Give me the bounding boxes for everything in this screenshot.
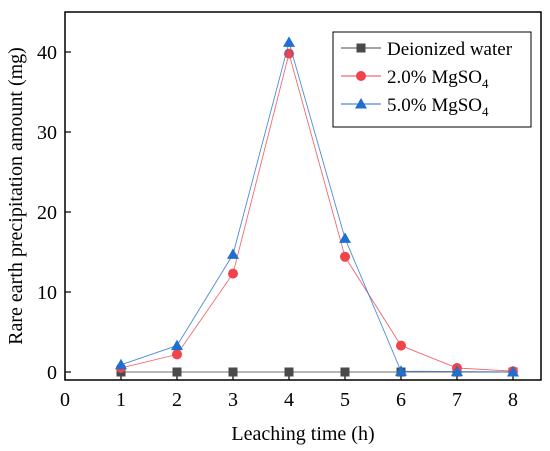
x-tick-label: 4	[284, 389, 294, 411]
data-point-triangle	[339, 232, 351, 243]
data-point-square	[228, 367, 238, 377]
data-point-triangle	[395, 365, 407, 376]
y-tick-label: 30	[37, 122, 57, 144]
data-point-square	[284, 367, 294, 377]
data-point-triangle	[171, 339, 183, 351]
data-point-square	[356, 43, 366, 53]
legend-label: Deionized water	[387, 39, 513, 60]
y-tick-label: 10	[37, 282, 57, 304]
series-layer	[115, 36, 519, 377]
data-point-square	[172, 367, 182, 377]
data-point-triangle	[283, 36, 295, 47]
x-tick-label: 8	[508, 389, 518, 411]
data-point-triangle	[227, 248, 239, 259]
data-point-triangle	[507, 366, 519, 377]
series-3	[115, 36, 519, 377]
y-tick-label: 40	[37, 42, 57, 64]
x-axis-label: Leaching time (h)	[231, 423, 374, 445]
x-tick-label: 5	[340, 389, 350, 411]
legend-label: 5.0% MgSO4	[387, 95, 489, 119]
plot-frame	[64, 11, 542, 381]
y-tick-label: 0	[47, 362, 57, 384]
data-point-triangle	[115, 358, 127, 370]
x-tick-label: 7	[452, 389, 462, 411]
data-point-circle	[172, 349, 182, 360]
y-tick-label: 20	[37, 202, 57, 224]
data-point-triangle	[355, 98, 367, 109]
x-tick-label: 3	[228, 389, 238, 411]
legend-item-2: 2.0% MgSO4	[341, 67, 489, 91]
x-axis: 0 1 2 3 4 5 6 7 8	[60, 374, 518, 411]
data-point-circle	[396, 340, 406, 351]
x-tick-label: 0	[60, 389, 70, 411]
x-tick-label: 2	[172, 389, 182, 411]
legend-label: 2.0% MgSO4	[387, 67, 489, 91]
series-line	[120, 51, 514, 372]
legend-item-1: Deionized water	[341, 39, 513, 60]
legend-item-3: 5.0% MgSO4	[341, 95, 489, 119]
y-axis-label: Rare earth precipitation amount (mg)	[5, 47, 27, 345]
x-tick-label: 6	[396, 389, 406, 411]
y-axis: 0 10 20 30 40	[37, 42, 71, 384]
x-tick-label: 1	[116, 389, 126, 411]
data-point-triangle	[451, 365, 463, 377]
data-point-circle	[356, 71, 366, 81]
data-point-square	[340, 367, 350, 377]
legend: Deionized water 2.0% MgSO4 5.0% MgSO4	[332, 31, 532, 128]
data-point-circle	[228, 268, 238, 279]
series-line	[120, 40, 514, 373]
data-point-circle	[340, 251, 350, 262]
